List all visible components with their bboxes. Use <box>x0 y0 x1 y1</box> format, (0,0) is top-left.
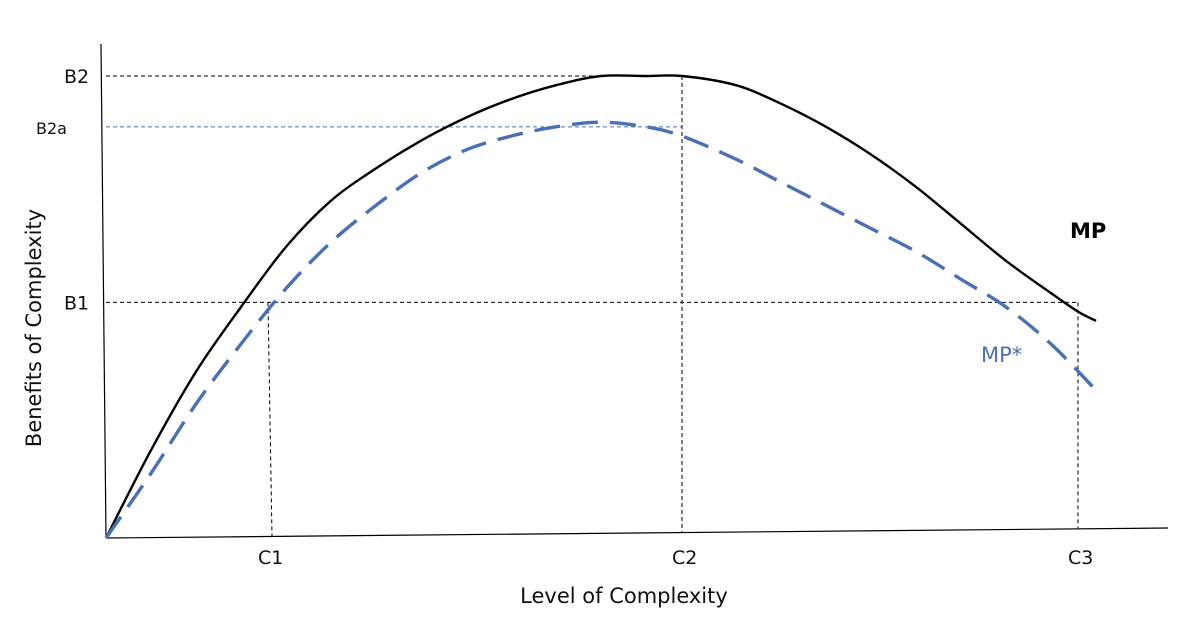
y-tick-label-b2: B2 <box>64 66 89 88</box>
series-layer <box>104 74 1098 539</box>
x-axis <box>105 527 1169 539</box>
x-tick-label-c2: C2 <box>672 547 697 569</box>
x-axis-title: Level of Complexity <box>520 584 728 608</box>
series-line-mp <box>104 74 1097 539</box>
guide-lines <box>106 75 1079 537</box>
axes <box>100 43 1169 539</box>
series-label-mp: MP <box>1070 219 1106 243</box>
tick-labels: B2 B2a B1 C1 C2 C3 <box>36 66 1093 569</box>
series-line-mp-star <box>104 120 1098 539</box>
y-tick-label-b2a: B2a <box>36 119 67 138</box>
y-axis <box>100 43 107 539</box>
series-label-mp-star: MP* <box>981 343 1022 367</box>
y-axis-title: Benefits of Complexity <box>22 209 46 447</box>
x-tick-label-c1: C1 <box>258 547 283 569</box>
x-tick-label-c3: C3 <box>1068 547 1093 569</box>
y-tick-label-b1: B1 <box>64 292 89 314</box>
guide-line-c1 <box>267 302 273 537</box>
